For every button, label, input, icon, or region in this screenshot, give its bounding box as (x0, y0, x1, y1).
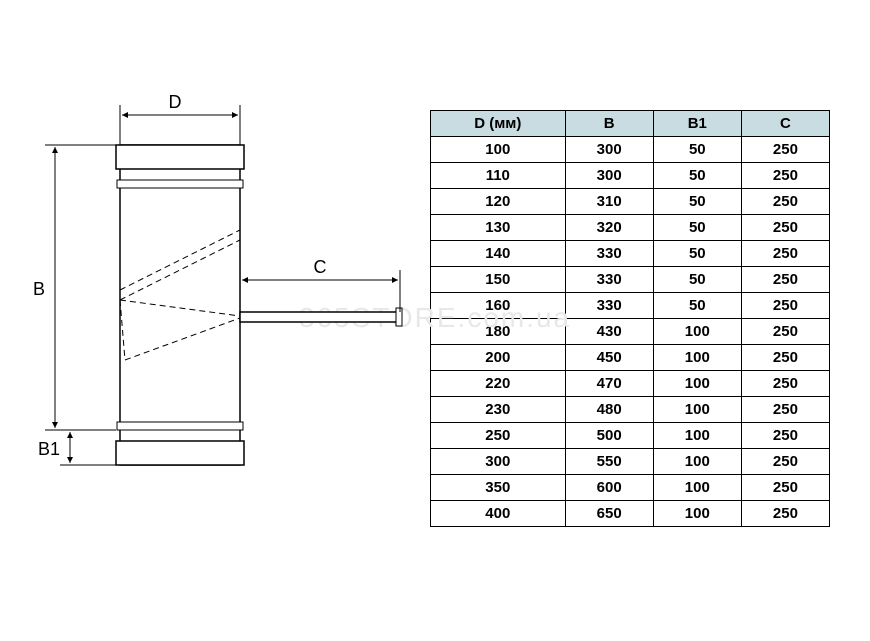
table-row: 16033050250 (431, 292, 830, 318)
table-cell: 330 (565, 266, 653, 292)
label-b1: B1 (38, 439, 60, 459)
label-d: D (169, 92, 182, 112)
table-cell: 250 (741, 214, 829, 240)
table-cell: 220 (431, 370, 566, 396)
table-cell: 100 (431, 136, 566, 162)
table-cell: 100 (653, 500, 741, 526)
table-cell: 160 (431, 292, 566, 318)
diagram-area: D C B B1 (0, 0, 430, 636)
table-cell: 430 (565, 318, 653, 344)
table-row: 10030050250 (431, 136, 830, 162)
table-cell: 50 (653, 214, 741, 240)
table-cell: 250 (741, 396, 829, 422)
table-cell: 50 (653, 162, 741, 188)
table-cell: 480 (565, 396, 653, 422)
table-cell: 310 (565, 188, 653, 214)
table-cell: 100 (653, 318, 741, 344)
table-cell: 140 (431, 240, 566, 266)
dimension-d: D (120, 92, 240, 145)
table-cell: 50 (653, 240, 741, 266)
label-c: C (314, 257, 327, 277)
table-cell: 600 (565, 474, 653, 500)
table-header-cell: B1 (653, 110, 741, 136)
table-area: D (мм)BB1C 10030050250110300502501203105… (430, 50, 870, 587)
table-cell: 250 (741, 500, 829, 526)
table-cell: 550 (565, 448, 653, 474)
table-cell: 250 (741, 474, 829, 500)
table-cell: 100 (653, 370, 741, 396)
main-container: D C B B1 (0, 0, 870, 636)
table-cell: 250 (741, 344, 829, 370)
table-row: 400650100250 (431, 500, 830, 526)
table-cell: 150 (431, 266, 566, 292)
table-row: 11030050250 (431, 162, 830, 188)
table-cell: 250 (741, 162, 829, 188)
outlet-branch (240, 308, 402, 326)
table-cell: 250 (741, 318, 829, 344)
table-cell: 470 (565, 370, 653, 396)
dimensions-table: D (мм)BB1C 10030050250110300502501203105… (430, 110, 830, 527)
table-cell: 130 (431, 214, 566, 240)
table-row: 230480100250 (431, 396, 830, 422)
table-row: 14033050250 (431, 240, 830, 266)
table-cell: 100 (653, 344, 741, 370)
table-cell: 200 (431, 344, 566, 370)
table-cell: 250 (741, 448, 829, 474)
table-header-cell: B (565, 110, 653, 136)
table-cell: 300 (431, 448, 566, 474)
table-row: 250500100250 (431, 422, 830, 448)
table-cell: 400 (431, 500, 566, 526)
table-cell: 50 (653, 292, 741, 318)
table-cell: 250 (741, 266, 829, 292)
table-cell: 250 (741, 370, 829, 396)
table-cell: 300 (565, 162, 653, 188)
table-cell: 100 (653, 396, 741, 422)
table-cell: 50 (653, 136, 741, 162)
table-cell: 230 (431, 396, 566, 422)
table-cell: 350 (431, 474, 566, 500)
table-header-cell: D (мм) (431, 110, 566, 136)
table-cell: 450 (565, 344, 653, 370)
table-row: 350600100250 (431, 474, 830, 500)
table-cell: 50 (653, 266, 741, 292)
table-cell: 500 (565, 422, 653, 448)
table-cell: 250 (741, 136, 829, 162)
table-cell: 320 (565, 214, 653, 240)
table-cell: 300 (565, 136, 653, 162)
table-cell: 250 (741, 422, 829, 448)
table-header-cell: C (741, 110, 829, 136)
dimension-c: C (240, 257, 400, 312)
table-cell: 50 (653, 188, 741, 214)
pipe-body (116, 145, 244, 465)
table-row: 220470100250 (431, 370, 830, 396)
table-cell: 650 (565, 500, 653, 526)
table-cell: 100 (653, 474, 741, 500)
table-row: 180430100250 (431, 318, 830, 344)
technical-drawing: D C B B1 (0, 0, 430, 636)
table-cell: 180 (431, 318, 566, 344)
table-row: 13032050250 (431, 214, 830, 240)
table-row: 12031050250 (431, 188, 830, 214)
table-cell: 100 (653, 448, 741, 474)
dimension-b1: B1 (38, 432, 116, 465)
table-row: 200450100250 (431, 344, 830, 370)
table-cell: 100 (653, 422, 741, 448)
table-cell: 110 (431, 162, 566, 188)
table-cell: 250 (741, 292, 829, 318)
table-row: 15033050250 (431, 266, 830, 292)
table-cell: 330 (565, 292, 653, 318)
table-cell: 250 (741, 188, 829, 214)
table-cell: 120 (431, 188, 566, 214)
table-cell: 250 (431, 422, 566, 448)
table-cell: 250 (741, 240, 829, 266)
table-row: 300550100250 (431, 448, 830, 474)
table-cell: 330 (565, 240, 653, 266)
label-b: B (33, 279, 45, 299)
dimension-b: B (33, 145, 116, 430)
